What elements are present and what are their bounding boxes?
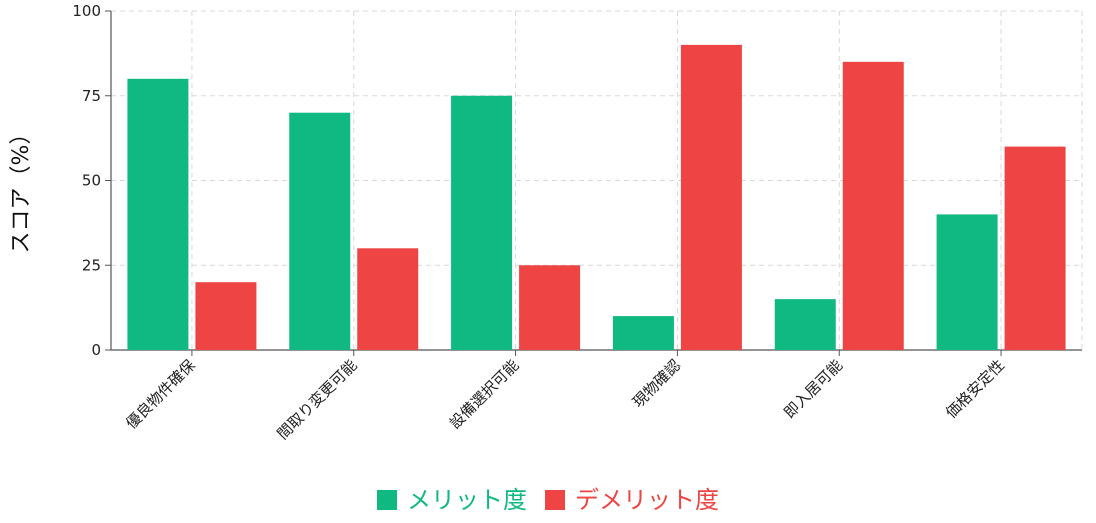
legend-label: デメリット度 [575,486,719,514]
bar-merit [612,316,674,350]
x-tick-label: 優良物件確保 [122,356,198,432]
bar-merit [289,112,351,350]
bar-merit [774,299,836,350]
x-tick-label: 設備選択可能 [446,356,522,432]
bar-merit [451,95,513,350]
y-tick-label: 25 [82,256,101,274]
bar-demerit [680,44,742,351]
y-tick-label: 50 [82,172,101,190]
bar-merit [936,214,998,350]
y-axis: 0 25 50 75 100 [72,2,112,359]
y-tick-label: 75 [82,87,101,105]
y-axis-title: スコア（%） [9,123,34,254]
y-tick-label: 0 [91,341,101,359]
x-tick-label: 価格安定性 [942,356,1008,422]
y-tick-label: 100 [72,2,101,20]
x-tick-label: 間取り変更可能 [274,356,361,443]
bar-demerit [842,61,904,350]
legend-swatch [377,490,397,510]
bar-demerit [1004,146,1066,350]
legend-label: メリット度 [407,486,527,514]
bar-demerit [519,265,581,350]
x-tick-label: 即入居可能 [780,356,846,422]
x-axis: 優良物件確保 間取り変更可能 設備選択可能 現物確認 即入居可能 価格安定性 [111,349,1082,443]
bar-demerit [357,248,419,350]
legend: メリット度 デメリット度 [377,486,719,514]
grid-lines [111,10,1083,350]
x-tick-label: 現物確認 [629,356,684,411]
bar-demerit [195,282,257,350]
bar-merit [127,78,189,351]
legend-swatch [545,490,565,510]
bars [127,44,1066,351]
